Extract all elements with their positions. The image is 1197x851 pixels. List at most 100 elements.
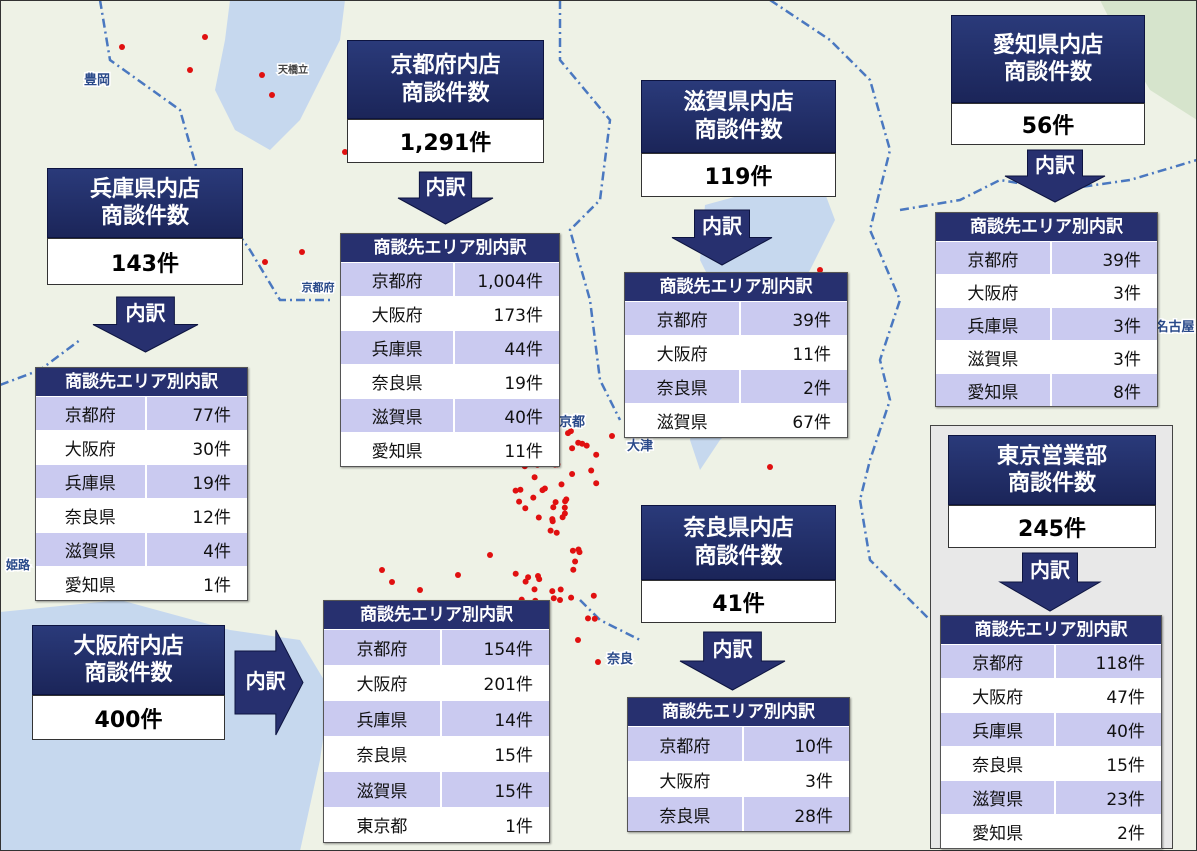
title-line: 京都府内店	[348, 52, 543, 80]
count-cell: 154件	[442, 630, 549, 665]
location-dot	[517, 487, 523, 493]
location-dot	[389, 579, 395, 585]
count-cell: 19件	[147, 465, 247, 498]
place-label: 名古屋	[1154, 319, 1194, 335]
area-cell: 京都府	[936, 242, 1052, 274]
location-dot	[550, 504, 556, 510]
panel-total: 1,291件	[347, 119, 544, 163]
title-line: 商談件数	[952, 59, 1144, 87]
location-dot	[269, 92, 275, 98]
table-row: 大阪府3件	[936, 274, 1157, 307]
location-dot	[554, 530, 560, 536]
table-row: 奈良県19件	[341, 364, 559, 398]
table-row: 奈良県2件	[625, 369, 847, 403]
table-title: 商談先エリア別内訳	[341, 234, 559, 262]
location-dot	[562, 511, 568, 517]
table-row: 大阪府173件	[341, 296, 559, 330]
title-line: 奈良県内店	[642, 515, 835, 543]
location-dot	[535, 573, 541, 579]
table-row: 奈良県12件	[36, 498, 247, 532]
location-dot	[487, 552, 493, 558]
panel-title: 奈良県内店商談件数	[641, 505, 836, 580]
count-cell: 39件	[741, 302, 847, 335]
location-dot	[530, 495, 536, 501]
location-dot	[549, 588, 555, 594]
area-cell: 奈良県	[324, 737, 442, 772]
count-cell: 39件	[1052, 242, 1157, 274]
table-title: 商談先エリア別内訳	[625, 273, 847, 301]
count-cell: 2件	[1056, 815, 1161, 848]
table-row: 京都府10件	[628, 726, 849, 761]
location-dot	[593, 452, 599, 458]
location-dot	[119, 44, 125, 50]
title-line: 商談件数	[642, 543, 835, 571]
area-cell: 大阪府	[341, 297, 455, 330]
table-row: 京都府77件	[36, 396, 247, 430]
location-dot	[570, 548, 576, 554]
table-row: 滋賀県40件	[341, 398, 559, 432]
place-label: 豊岡	[84, 72, 110, 88]
title-line: 商談件数	[642, 117, 835, 145]
panel-total: 143件	[47, 238, 243, 285]
count-cell: 19件	[455, 365, 559, 398]
count-cell: 3件	[1052, 308, 1157, 340]
table-row: 大阪府11件	[625, 335, 847, 369]
location-dot	[576, 547, 582, 553]
count-cell: 3件	[1052, 341, 1157, 373]
location-dot	[522, 505, 528, 511]
area-cell: 大阪府	[941, 679, 1056, 712]
panel-title: 滋賀県内店商談件数	[641, 80, 836, 153]
table-row: 兵庫県44件	[341, 330, 559, 364]
count-cell: 77件	[147, 397, 247, 430]
area-cell: 愛知県	[941, 815, 1056, 848]
count-cell: 3件	[1052, 275, 1157, 307]
breakdown-table: 商談先エリア別内訳京都府10件大阪府3件奈良県28件	[627, 697, 850, 832]
location-dot	[585, 615, 591, 621]
location-dot	[536, 515, 542, 521]
title-line: 兵庫県内店	[48, 176, 242, 204]
location-dot	[202, 34, 208, 40]
count-cell: 44件	[455, 331, 559, 364]
area-cell: 滋賀県	[36, 533, 147, 566]
table-title: 商談先エリア別内訳	[628, 698, 849, 726]
count-cell: 15件	[442, 772, 549, 807]
location-dot	[299, 249, 305, 255]
table-row: 滋賀県4件	[36, 532, 247, 566]
area-cell: 京都府	[625, 302, 741, 335]
area-cell: 大阪府	[936, 275, 1052, 307]
area-cell: 奈良県	[36, 499, 147, 532]
location-dot	[595, 659, 601, 665]
location-dot	[572, 559, 578, 565]
area-cell: 奈良県	[625, 370, 741, 403]
location-dot	[549, 516, 555, 522]
table-row: 奈良県15件	[324, 736, 549, 772]
location-dot	[609, 433, 615, 439]
count-cell: 15件	[1056, 747, 1161, 780]
count-cell: 67件	[741, 404, 847, 437]
count-cell: 40件	[1056, 713, 1161, 746]
location-dot	[562, 505, 568, 511]
area-cell: 大阪府	[625, 336, 741, 369]
location-dot	[551, 595, 557, 601]
area-cell: 京都府	[324, 630, 442, 665]
panel-title: 兵庫県内店商談件数	[47, 168, 243, 238]
count-cell: 1件	[442, 808, 549, 843]
breakdown-table: 商談先エリア別内訳京都府1,004件大阪府173件兵庫県44件奈良県19件滋賀県…	[340, 233, 560, 467]
place-label: 姫路	[6, 557, 31, 572]
title-line: 東京営業部	[949, 443, 1155, 471]
title-line: 商談件数	[33, 660, 224, 688]
location-dot	[532, 586, 538, 592]
place-label: 天橋立	[278, 63, 308, 76]
count-cell: 28件	[744, 797, 849, 831]
table-row: 兵庫県3件	[936, 307, 1157, 340]
breakdown-table: 商談先エリア別内訳京都府39件大阪府11件奈良県2件滋賀県67件	[624, 272, 848, 438]
count-cell: 12件	[147, 499, 247, 532]
area-cell: 京都府	[941, 645, 1056, 678]
